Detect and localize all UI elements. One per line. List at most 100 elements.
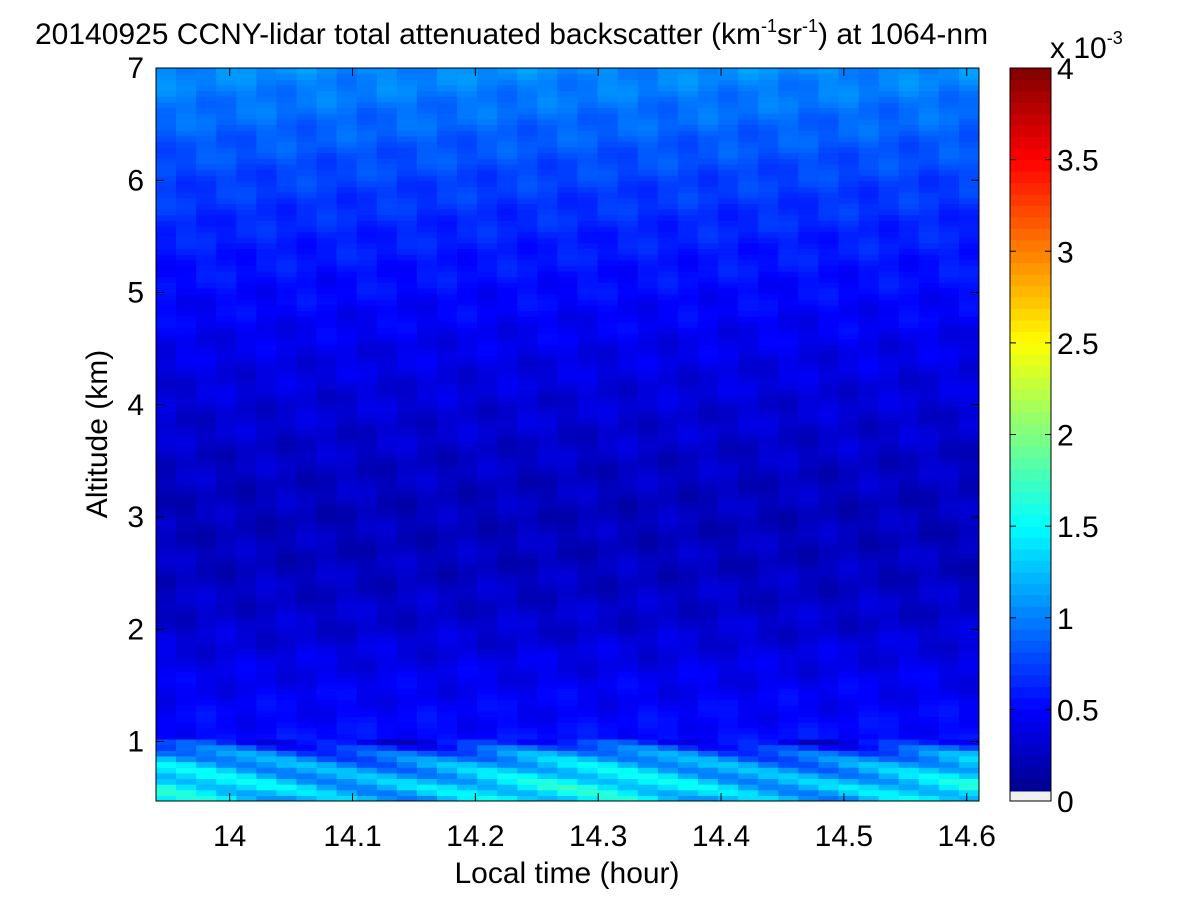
heatmap-cell bbox=[316, 609, 338, 616]
heatmap-cell bbox=[457, 225, 478, 233]
heatmap-cell bbox=[156, 524, 177, 531]
heatmap-cell bbox=[477, 564, 498, 571]
heatmap-cell bbox=[697, 192, 719, 199]
heatmap-cell bbox=[697, 321, 719, 328]
heatmap-cell bbox=[216, 237, 237, 244]
heatmap-cell bbox=[677, 434, 699, 441]
heatmap-cell bbox=[396, 665, 418, 672]
heatmap-cell bbox=[497, 400, 518, 407]
heatmap-cell bbox=[537, 676, 559, 684]
heatmap-cell bbox=[236, 761, 257, 768]
heatmap-cell bbox=[336, 603, 358, 610]
heatmap-cell bbox=[196, 552, 217, 560]
heatmap-cell bbox=[156, 118, 177, 125]
heatmap-cell bbox=[276, 192, 298, 199]
heatmap-cell bbox=[216, 569, 237, 577]
heatmap-cell bbox=[376, 333, 398, 340]
heatmap-cell bbox=[497, 276, 518, 283]
heatmap-cell bbox=[718, 671, 739, 678]
heatmap-cell bbox=[858, 547, 880, 554]
heatmap-cell bbox=[838, 738, 860, 746]
heatmap-cell bbox=[156, 710, 177, 718]
heatmap-cell bbox=[457, 682, 478, 689]
heatmap-cell bbox=[657, 349, 679, 357]
heatmap-cell bbox=[537, 338, 559, 345]
heatmap-cell bbox=[677, 411, 699, 419]
heatmap-cell bbox=[256, 248, 278, 255]
heatmap-cell bbox=[778, 163, 799, 171]
heatmap-cell bbox=[738, 761, 759, 768]
heatmap-cell bbox=[818, 789, 840, 796]
heatmap-cell bbox=[838, 158, 860, 165]
heatmap-cell bbox=[396, 710, 418, 718]
heatmap-cell bbox=[437, 699, 458, 706]
heatmap-cell bbox=[617, 163, 639, 171]
heatmap-cell bbox=[316, 90, 338, 97]
heatmap-cell bbox=[718, 79, 739, 86]
heatmap-cell bbox=[738, 558, 759, 565]
heatmap-cell bbox=[316, 428, 338, 436]
heatmap-cell bbox=[396, 208, 418, 216]
heatmap-cell bbox=[437, 665, 458, 672]
heatmap-cell bbox=[637, 107, 659, 114]
heatmap-cell bbox=[356, 547, 378, 554]
heatmap-cell bbox=[437, 395, 458, 402]
heatmap-cell bbox=[256, 96, 278, 103]
heatmap-cell bbox=[798, 671, 820, 678]
heatmap-cell bbox=[597, 361, 619, 368]
heatmap-cell bbox=[316, 321, 338, 328]
heatmap-cell bbox=[216, 293, 237, 300]
heatmap-cell bbox=[597, 203, 619, 210]
heatmap-cell bbox=[677, 547, 699, 554]
heatmap-cell bbox=[216, 547, 237, 554]
heatmap-cell bbox=[256, 163, 278, 171]
heatmap-cell bbox=[758, 609, 779, 616]
heatmap-cell bbox=[738, 152, 759, 159]
heatmap-cell bbox=[738, 84, 759, 92]
heatmap-cell bbox=[457, 113, 478, 120]
heatmap-cell bbox=[738, 699, 759, 706]
heatmap-cell bbox=[738, 620, 759, 627]
heatmap-cell bbox=[196, 564, 217, 571]
heatmap-cell bbox=[376, 581, 398, 588]
heatmap-cell bbox=[457, 462, 478, 469]
heatmap-cell bbox=[677, 242, 699, 250]
heatmap-cell bbox=[798, 361, 820, 368]
heatmap-cell bbox=[778, 146, 799, 154]
heatmap-cell bbox=[778, 530, 799, 537]
heatmap-cell bbox=[718, 693, 739, 701]
heatmap-cell bbox=[396, 631, 418, 639]
heatmap-cell bbox=[477, 654, 498, 661]
heatmap-cell bbox=[176, 208, 197, 216]
heatmap-cell bbox=[818, 541, 840, 548]
heatmap-cell bbox=[356, 333, 378, 340]
heatmap-cell bbox=[416, 705, 438, 712]
heatmap-cell bbox=[497, 524, 518, 531]
heatmap-cell bbox=[617, 586, 639, 593]
heatmap-cell bbox=[577, 395, 599, 402]
heatmap-cell bbox=[798, 755, 820, 763]
heatmap-cell bbox=[236, 158, 257, 165]
heatmap-cell bbox=[878, 485, 900, 492]
heatmap-cell bbox=[196, 722, 217, 729]
heatmap-cell bbox=[738, 180, 759, 188]
heatmap-cell bbox=[296, 175, 318, 182]
heatmap-cell bbox=[457, 333, 478, 340]
heatmap-cell bbox=[437, 513, 458, 520]
heatmap-cell bbox=[657, 406, 679, 413]
heatmap-cell bbox=[778, 462, 799, 469]
heatmap-cell bbox=[336, 682, 358, 689]
heatmap-cell bbox=[517, 389, 538, 396]
heatmap-cell bbox=[457, 349, 478, 357]
heatmap-cell bbox=[637, 372, 659, 379]
heatmap-cell bbox=[718, 445, 739, 453]
heatmap-cell bbox=[356, 124, 378, 131]
heatmap-cell bbox=[738, 564, 759, 571]
heatmap-cell bbox=[216, 519, 237, 526]
heatmap-cell bbox=[858, 259, 880, 266]
heatmap-cell bbox=[898, 203, 920, 210]
heatmap-cell bbox=[316, 468, 338, 475]
heatmap-cell bbox=[457, 417, 478, 424]
heatmap-cell bbox=[738, 118, 759, 125]
heatmap-cell bbox=[577, 716, 599, 723]
